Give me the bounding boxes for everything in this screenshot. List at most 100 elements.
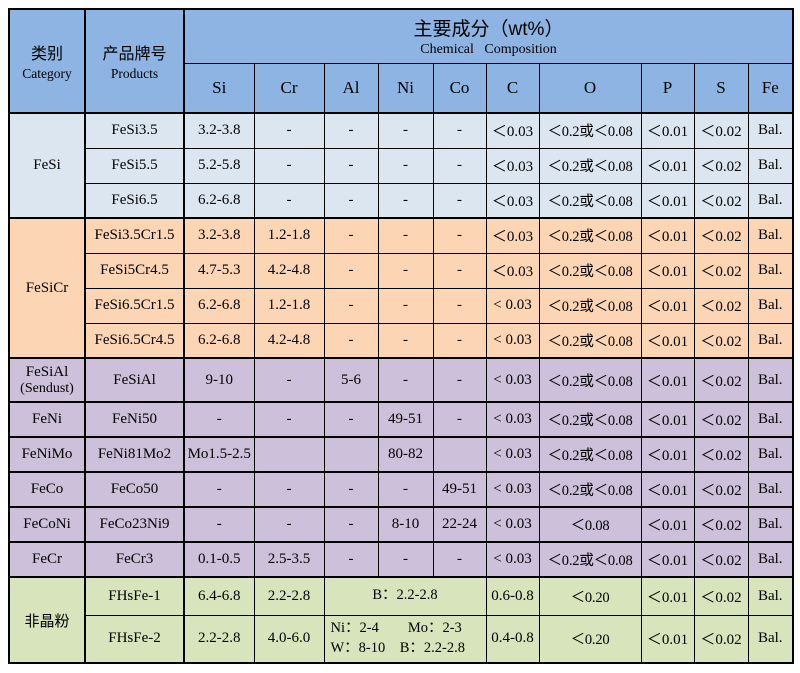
- cell-si: -: [183, 401, 255, 438]
- cell-o: ＜0.2或＜0.08: [538, 401, 642, 438]
- cell-c: < 0.03: [485, 436, 540, 473]
- cell-fe: Bal.: [747, 322, 794, 359]
- cell-si: 5.2-5.8: [183, 147, 255, 184]
- cell-al: -: [323, 322, 379, 359]
- column-header-o: O: [538, 62, 642, 114]
- cell-si: 6.2-6.8: [183, 322, 255, 359]
- table-row: FeNiMo FeNi81Mo2 Mo1.5-2.5 80-82 < 0.03 ＜0.2或…: [8, 436, 794, 473]
- table-row: FeNi FeNi50- - -49-51- < 0.03 ＜0.2或＜0.08 ＜0.01…: [8, 401, 794, 438]
- cell-o: ＜0.20: [538, 576, 642, 616]
- cell-ni: -: [377, 182, 434, 219]
- cell-o: ＜0.2或＜0.08: [538, 217, 642, 254]
- cell-s: ＜0.02: [693, 401, 749, 438]
- cell-cr: -: [253, 401, 325, 438]
- cell-al: -: [323, 147, 379, 184]
- cell-si: 0.1-0.5: [183, 541, 255, 578]
- cell-ni: -: [377, 287, 434, 324]
- cell-cr: 4.0-6.0: [253, 614, 325, 664]
- cell-al: -: [323, 287, 379, 324]
- product-cell: FeSi6.5: [84, 182, 185, 219]
- cell-o: ＜0.2或＜0.08: [538, 436, 642, 473]
- column-header-fe: Fe: [747, 62, 794, 114]
- category-cell: FeSi: [8, 112, 86, 219]
- cell-o: ＜0.08: [538, 506, 642, 543]
- category-cell: FeSiAl (Sendust): [8, 357, 86, 403]
- cell-o: ＜0.2或＜0.08: [538, 357, 642, 403]
- cell-c: < 0.03: [485, 322, 540, 359]
- cell-al: 5-6: [323, 357, 379, 403]
- table-row: FeSi6.5 6.2-6.8- - - - ＜0.03 ＜0.2或＜0.08 ＜0.01 ＜0…: [9, 182, 794, 219]
- cell-ni: -: [377, 112, 434, 149]
- cell-ni: -: [377, 252, 434, 289]
- cell-fe: Bal.: [747, 471, 794, 508]
- products-header-zh: 产品牌号: [102, 46, 167, 63]
- cell-al-ni-co-merged: B：2.2-2.8: [323, 576, 487, 616]
- cell-cr: 2.5-3.5: [253, 541, 325, 578]
- category-cell: FeCoNi: [8, 506, 86, 543]
- cell-c: < 0.03: [485, 401, 540, 438]
- table-row: FeCo FeCo50- - - -49-51 < 0.03 ＜0.2或＜0.08 ＜0.01…: [8, 471, 794, 508]
- category-cell: FeSiCr: [8, 217, 86, 359]
- cell-fe: Bal.: [747, 506, 794, 543]
- cell-ni: 49-51: [377, 401, 434, 438]
- cell-cr: -: [253, 471, 325, 508]
- cell-fe: Bal.: [747, 541, 794, 578]
- cell-c: < 0.03: [485, 287, 540, 324]
- category-header-en: Category: [22, 66, 72, 81]
- table-row: FeSi6.5Cr4.5 6.2-6.8 4.2-4.8- - - < 0.03 ＜0.2或…: [9, 322, 794, 359]
- cell-co: 22-24: [432, 506, 487, 543]
- cell-c: ＜0.03: [485, 147, 540, 184]
- column-header-co: Co: [432, 62, 487, 114]
- column-header-c: C: [485, 62, 540, 114]
- cell-s: ＜0.02: [693, 147, 749, 184]
- cell-p: ＜0.01: [640, 401, 695, 438]
- product-cell: FeCr3: [84, 541, 185, 578]
- category-cell: FeNi: [8, 401, 86, 438]
- cell-cr: 1.2-1.8: [253, 287, 325, 324]
- cell-cr: -: [253, 182, 325, 219]
- cell-co: [432, 436, 487, 473]
- cell-c: ＜0.03: [485, 112, 540, 149]
- cell-co: -: [432, 182, 487, 219]
- table-row: FeSiAl (Sendust) FeSiAl 9-10-5-6- - < 0.03 ＜0.…: [8, 357, 794, 403]
- cell-s: ＜0.02: [693, 541, 749, 578]
- cell-fe: Bal.: [747, 147, 794, 184]
- table-row: FHsFe-2 2.2-2.8 4.0-6.0 Ni：2-4 Mo：2-3 W：8-10…: [9, 614, 794, 664]
- table-body: FeSi FeSi3.5 3.2-3.8- - - - ＜0.03 ＜0.2或＜0.08 ＜0.…: [8, 112, 794, 664]
- product-cell: FeSi3.5Cr1.5: [84, 217, 185, 254]
- table-row: FeSi6.5Cr1.5 6.2-6.8 1.2-1.8- - - < 0.03 ＜0.2或…: [9, 287, 794, 324]
- cell-ni: 80-82: [377, 436, 434, 473]
- table-row: 非晶粉 FHsFe-1 6.4-6.8 2.2-2.8 B：2.2-2.8 0.6-0.8…: [8, 576, 794, 664]
- cell-al: -: [323, 252, 379, 289]
- cell-o: ＜0.2或＜0.08: [538, 471, 642, 508]
- cell-ni: -: [377, 217, 434, 254]
- cell-cr: -: [253, 112, 325, 149]
- cell-si: 4.7-5.3: [183, 252, 255, 289]
- cell-o: ＜0.2或＜0.08: [538, 541, 642, 578]
- cell-ni: -: [377, 147, 434, 184]
- cell-o: ＜0.2或＜0.08: [538, 182, 642, 219]
- cell-fe: Bal.: [747, 576, 794, 616]
- cell-fe: Bal.: [747, 112, 794, 149]
- cell-fe: Bal.: [747, 182, 794, 219]
- cell-p: ＜0.01: [640, 436, 695, 473]
- cell-p: ＜0.01: [640, 576, 695, 616]
- column-header-ni: Ni: [377, 62, 434, 114]
- cell-co: -: [432, 322, 487, 359]
- table-row: FeSiCr FeSi3.5Cr1.5 3.2-3.8 1.2-1.8- - - ＜0.03…: [8, 217, 794, 359]
- cell-p: ＜0.01: [640, 471, 695, 508]
- table-row: FeSi5.5 5.2-5.8- - - - ＜0.03 ＜0.2或＜0.08 ＜0.01 ＜0…: [9, 147, 794, 184]
- composition-title: 主要成分（wt%）: [413, 19, 564, 41]
- cell-co: -: [432, 541, 487, 578]
- cell-p: ＜0.01: [640, 541, 695, 578]
- cell-co: -: [432, 401, 487, 438]
- cell-co: -: [432, 112, 487, 149]
- table-row: FeSi5Cr4.5 4.7-5.3 4.2-4.8- - - ＜0.03 ＜0.2或＜0.…: [9, 252, 794, 289]
- product-cell: FeSi5.5: [84, 147, 185, 184]
- cell-al: -: [323, 541, 379, 578]
- cell-p: ＜0.01: [640, 217, 695, 254]
- cell-si: Mo1.5-2.5: [183, 436, 255, 473]
- cell-al: -: [323, 401, 379, 438]
- cell-p: ＜0.01: [640, 357, 695, 403]
- cell-si: 2.2-2.8: [183, 614, 255, 664]
